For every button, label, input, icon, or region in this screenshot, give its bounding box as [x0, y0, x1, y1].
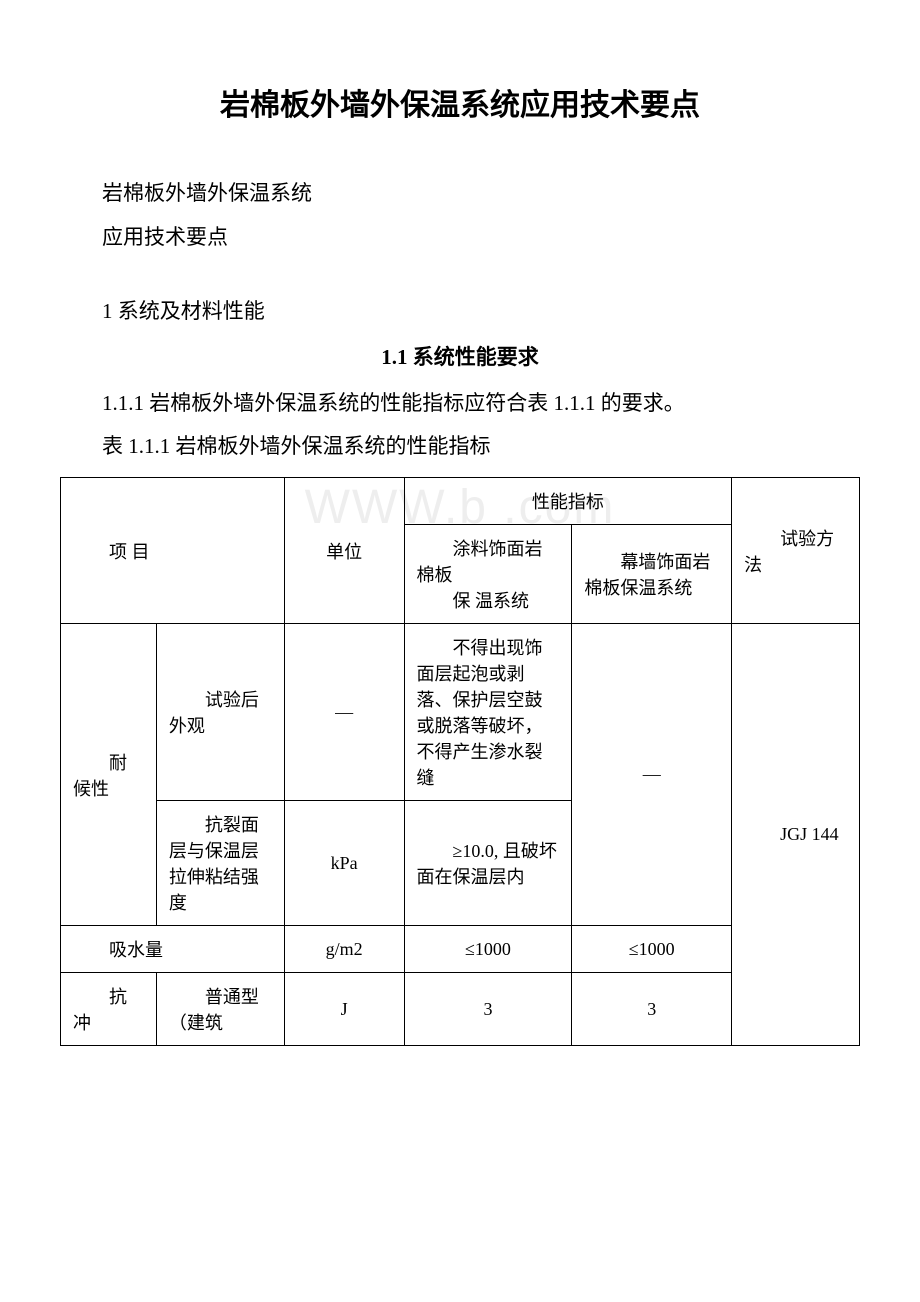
- page-content: 岩棉板外墙外保温系统应用技术要点 岩棉板外墙外保温系统 应用技术要点 1 系统及…: [60, 80, 860, 1046]
- table-row: 项 目 单位 性能指标 试验方法: [61, 478, 860, 525]
- section-1-heading: 1 系统及材料性能: [60, 292, 860, 332]
- cell-crack-req: ≥10.0, 且破坏面在保温层内: [404, 801, 572, 926]
- cell-unit-kpa: kPa: [284, 801, 404, 926]
- para-line-1: 岩棉板外墙外保温系统: [60, 174, 860, 214]
- table-row: 耐候性 试验后外观 — 不得出现饰面层起泡或剥落、保护层空鼓或脱落等破坏，不得产…: [61, 624, 860, 801]
- th-project: 项 目: [61, 478, 285, 624]
- cell-impact-curtain: 3: [572, 973, 732, 1046]
- cell-abs-paint: ≤1000: [404, 926, 572, 973]
- cell-unit-gm2: g/m2: [284, 926, 404, 973]
- cell-unit-dash: —: [284, 624, 404, 801]
- th-performance: 性能指标: [404, 478, 732, 525]
- section-1-1-heading: 1.1 系统性能要求: [60, 338, 860, 378]
- cell-weather: 耐候性: [61, 624, 157, 926]
- cell-curtain-dash: —: [572, 624, 732, 926]
- th-curtain-system: 幕墙饰面岩棉板保温系统: [572, 525, 732, 624]
- cell-impact: 抗冲: [61, 973, 157, 1046]
- para-1-1-1: 1.1.1 岩棉板外墙外保温系统的性能指标应符合表 1.1.1 的要求。: [60, 384, 860, 424]
- spacer: [60, 262, 860, 292]
- cell-impact-type: 普通型 （建筑: [156, 973, 284, 1046]
- th-unit: 单位: [284, 478, 404, 624]
- table-caption: 表 1.1.1 岩棉板外墙外保温系统的性能指标: [60, 427, 860, 467]
- cell-method-jgj: JGJ 144: [732, 624, 860, 1046]
- th-method: 试验方法: [732, 478, 860, 624]
- para-line-2: 应用技术要点: [60, 218, 860, 258]
- th-paint-bottom: 保 温系统: [417, 587, 560, 613]
- page-title: 岩棉板外墙外保温系统应用技术要点: [60, 80, 860, 124]
- performance-table: 项 目 单位 性能指标 试验方法 涂料饰面岩棉板 保 温系统 幕墙饰面岩棉板保温…: [60, 477, 860, 1046]
- cell-abs-curtain: ≤1000: [572, 926, 732, 973]
- th-paint-system: 涂料饰面岩棉板 保 温系统: [404, 525, 572, 624]
- cell-absorption: 吸水量: [61, 926, 285, 973]
- cell-unit-j: J: [284, 973, 404, 1046]
- cell-crack-strength: 抗裂面层与保温层拉伸粘结强度: [156, 801, 284, 926]
- cell-appearance-req: 不得出现饰面层起泡或剥落、保护层空鼓或脱落等破坏，不得产生渗水裂缝: [404, 624, 572, 801]
- cell-impact-paint: 3: [404, 973, 572, 1046]
- cell-appearance: 试验后外观: [156, 624, 284, 801]
- th-paint-top: 涂料饰面岩棉板: [417, 535, 560, 587]
